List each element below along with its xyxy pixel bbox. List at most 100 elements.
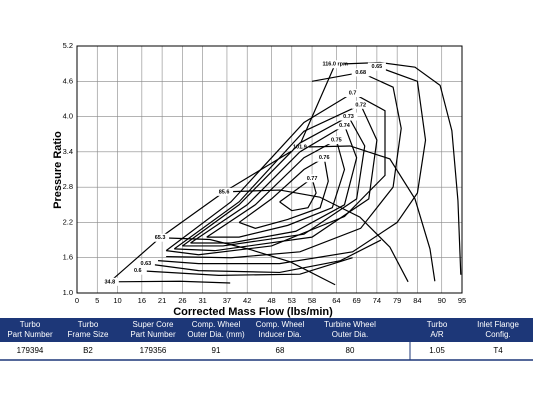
curve (160, 237, 336, 286)
curve (166, 71, 402, 259)
curve (279, 177, 317, 212)
x-tick-label: 10 (113, 296, 121, 305)
label-bg (128, 266, 147, 275)
curve-label: 0.7 (349, 91, 357, 97)
table-header-text: Part Number (130, 330, 176, 339)
label-bg (100, 277, 119, 286)
curve (158, 66, 427, 265)
curve (335, 61, 462, 275)
table-cell: 1.05 (429, 346, 445, 355)
table-header-text: Turbine Wheel (324, 320, 376, 329)
y-tick-label: 4.0 (63, 112, 73, 121)
x-tick-label: 90 (438, 296, 446, 305)
table-header-text: Part Number (7, 330, 53, 339)
curve (182, 115, 366, 247)
label-bg (290, 143, 309, 152)
table-header-text: Turbo (20, 320, 41, 329)
x-tick-label: 16 (138, 296, 146, 305)
x-tick-label: 26 (178, 296, 186, 305)
x-tick-label: 58 (308, 296, 316, 305)
x-tick-label: 74 (373, 296, 381, 305)
curve (206, 139, 346, 238)
table-header (0, 318, 533, 342)
x-tick-label: 37 (223, 296, 231, 305)
curve-label: 0.73 (343, 114, 354, 120)
y-tick-label: 3.4 (63, 147, 73, 156)
curve-label: 65.3 (155, 235, 166, 241)
curve-label: 0.75 (331, 138, 342, 144)
table-header-text: Outer Dia. (332, 330, 368, 339)
curve-label: 0.63 (141, 261, 152, 267)
x-tick-label: 79 (393, 296, 401, 305)
table-header-text: Turbo (78, 320, 99, 329)
curve-label: 34.8 (104, 279, 115, 285)
y-tick-label: 1.6 (63, 253, 73, 262)
table-cell: 68 (276, 346, 285, 355)
table-cell: 179394 (17, 346, 44, 355)
curve (137, 257, 353, 276)
label-bg (351, 100, 370, 109)
x-tick-label: 95 (458, 296, 466, 305)
table-header-text: Outer Dia. (mm) (187, 330, 245, 339)
curve-label: 0.74 (339, 123, 351, 129)
curve-label: 0.68 (355, 70, 366, 76)
label-bg (335, 121, 354, 130)
x-tick-label: 31 (198, 296, 206, 305)
curve-label: 85.6 (219, 189, 230, 195)
label-bg (151, 233, 170, 242)
y-tick-label: 2.8 (63, 182, 73, 191)
curve-label: 116.0 rpm (322, 62, 347, 68)
y-tick-label: 1.0 (63, 288, 73, 297)
y-tick-label: 5.2 (63, 41, 73, 50)
x-tick-label: 48 (267, 296, 275, 305)
curve-label: 101.9 (293, 145, 307, 151)
curve-label: 0.77 (307, 176, 318, 182)
y-tick-label: 4.6 (63, 76, 73, 85)
curve (190, 124, 358, 244)
label-bg (215, 187, 234, 196)
table-header-text: Super Core (133, 320, 174, 329)
label-bg (136, 259, 155, 268)
table-header-text: Config. (485, 330, 510, 339)
curve-label: 0.72 (355, 102, 366, 108)
x-tick-label: 64 (332, 296, 340, 305)
curve-label: 0.76 (319, 155, 330, 161)
x-axis-label: Corrected Mass Flow (lbs/min) (173, 306, 333, 318)
curve (173, 104, 378, 252)
label-bg (351, 68, 370, 77)
label-bg (339, 112, 358, 121)
curve (165, 92, 386, 256)
curve-label: 0.6 (134, 268, 142, 274)
curve (109, 280, 231, 284)
label-bg (343, 89, 362, 98)
label-bg (303, 174, 322, 183)
y-axis-label: Pressure Ratio (52, 131, 64, 209)
y-tick-label: 2.2 (63, 217, 73, 226)
x-tick-label: 69 (352, 296, 360, 305)
label-bg (326, 60, 345, 69)
table-cell: 179356 (140, 346, 167, 355)
x-tick-label: 0 (75, 296, 79, 305)
curve-label: 0.65 (372, 64, 383, 70)
table-header-text: Inducer Dia. (258, 330, 301, 339)
table-header-text: Turbo (427, 320, 448, 329)
label-bg (327, 136, 346, 145)
plot-frame (76, 45, 463, 294)
x-tick-label: 53 (288, 296, 296, 305)
table-header-text: Frame Size (68, 330, 109, 339)
table-header-text: A/R (430, 330, 444, 339)
table-header-text: Inlet Flange (477, 320, 519, 329)
label-bg (315, 153, 334, 162)
x-tick-label: 42 (243, 296, 251, 305)
curve (145, 239, 382, 274)
table-header-text: Comp. Wheel (192, 320, 241, 329)
label-bg (367, 62, 386, 71)
table-header-text: Comp. Wheel (256, 320, 305, 329)
x-tick-label: 21 (158, 296, 166, 305)
table-cell: B2 (83, 346, 93, 355)
table-cell: T4 (493, 346, 503, 355)
table-cell: 80 (346, 346, 355, 355)
x-tick-label: 84 (413, 296, 421, 305)
